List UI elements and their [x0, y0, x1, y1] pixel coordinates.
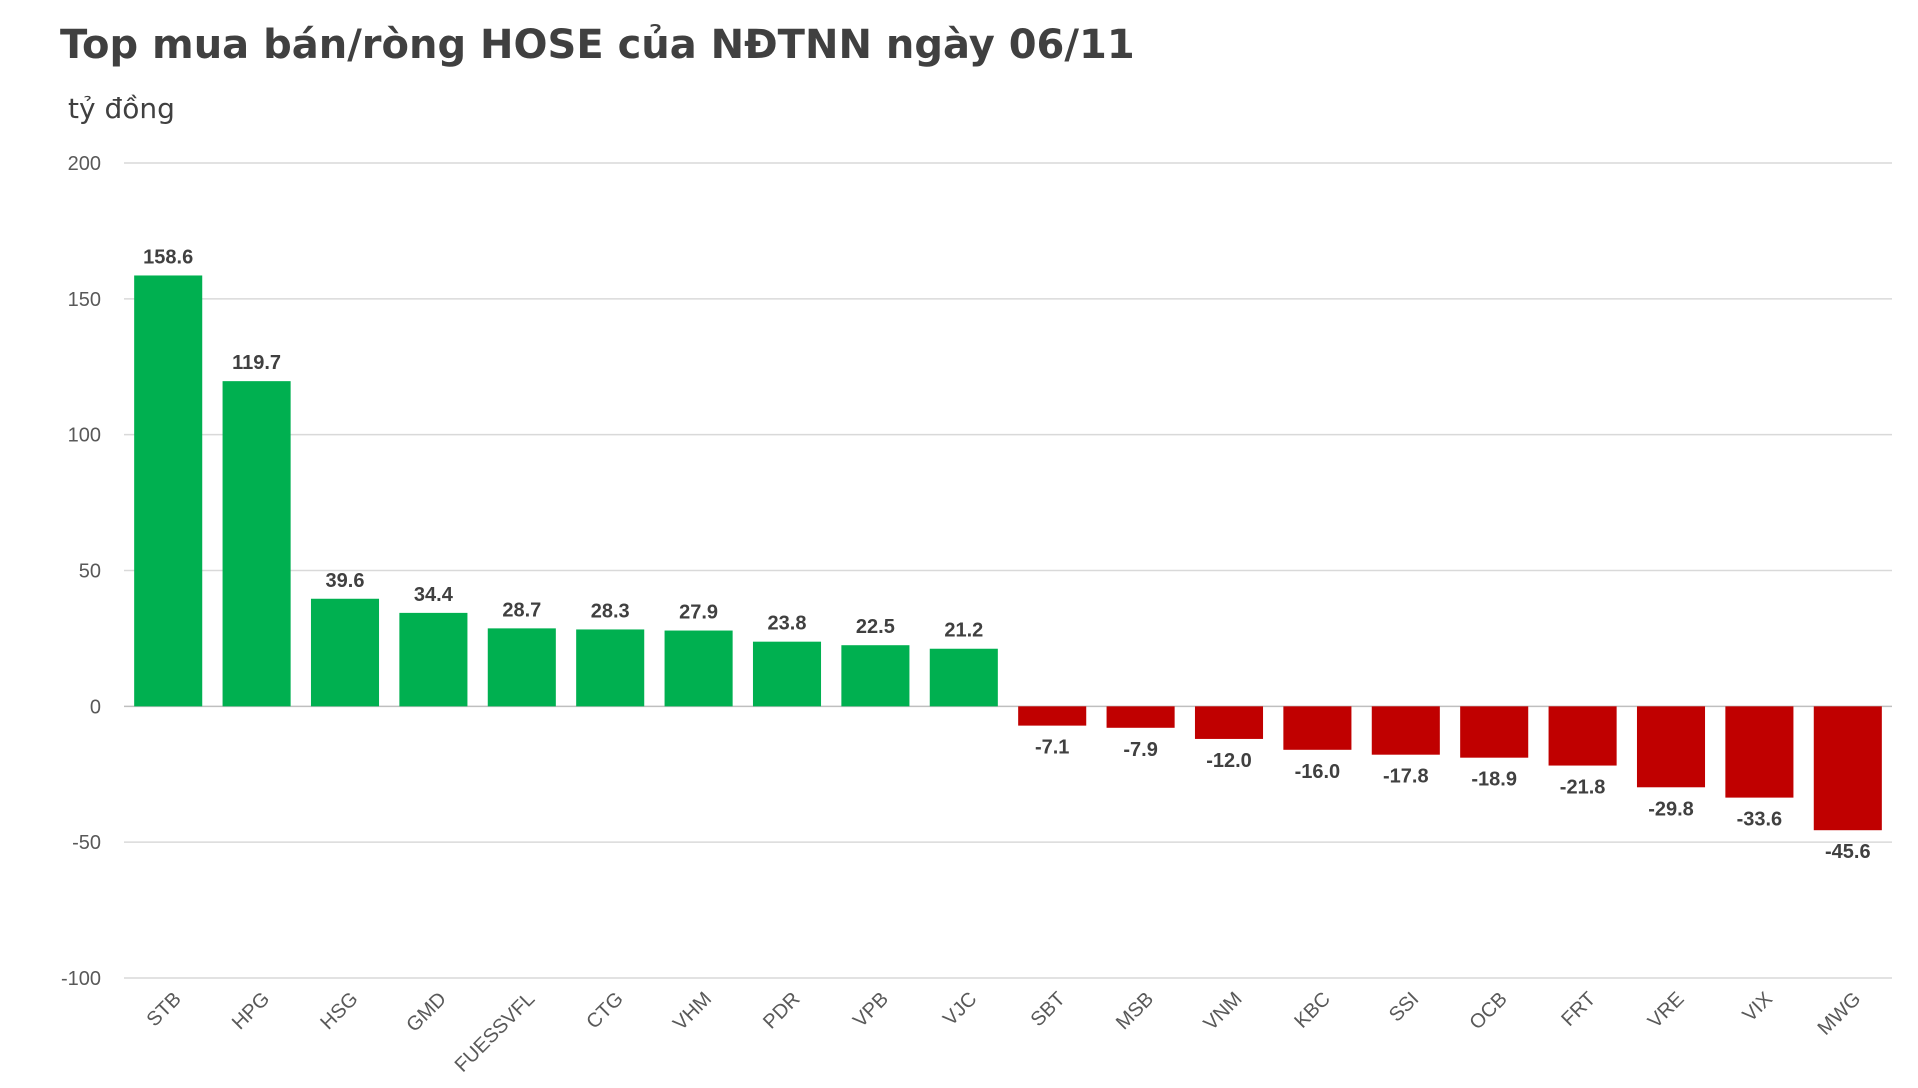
x-tick-label-stb: STB: [143, 988, 186, 1031]
x-tick-label-fuessvfl: FUESSVFL: [451, 988, 540, 1077]
bar-vjc: [929, 648, 998, 707]
bar-hsg: [310, 598, 380, 707]
y-tick-label: 50: [79, 561, 101, 583]
chart-title: Top mua bán/ròng HOSE của NĐTNN ngày 06/…: [60, 22, 1135, 68]
data-label-vpb: 22.5: [856, 616, 895, 638]
bar-vpb: [841, 645, 910, 707]
bar-vnm: [1194, 706, 1264, 739]
data-label-mwg: -45.6: [1825, 841, 1871, 863]
x-tick-label-kbc: KBC: [1290, 988, 1335, 1033]
x-tick-label-sbt: SBT: [1027, 988, 1070, 1031]
bar-vre: [1636, 706, 1706, 788]
x-tick-label-vpb: VPB: [849, 988, 893, 1032]
y-tick-label: 100: [68, 425, 101, 447]
bar-ocb: [1460, 706, 1529, 758]
x-tick-label-vnm: VNM: [1200, 988, 1247, 1035]
data-label-hsg: 39.6: [326, 570, 365, 592]
x-tick-label-hpg: HPG: [228, 988, 274, 1034]
x-tick-label-ctg: CTG: [582, 988, 627, 1033]
bar-vhm: [664, 630, 733, 707]
data-label-ocb: -18.9: [1471, 769, 1517, 791]
x-tick-label-pdr: PDR: [759, 988, 804, 1033]
x-tick-label-frt: FRT: [1557, 988, 1600, 1031]
x-tick-label-vjc: VJC: [939, 988, 981, 1030]
data-label-gmd: 34.4: [414, 584, 454, 606]
x-tick-label-mwg: MWG: [1814, 988, 1866, 1040]
data-label-vjc: 21.2: [944, 620, 983, 642]
bar-stb: [134, 275, 203, 707]
data-label-pdr: 23.8: [768, 613, 807, 635]
x-tick-label-vix: VIX: [1739, 988, 1777, 1026]
bar-kbc: [1283, 706, 1352, 750]
bar-fuessvfl: [487, 628, 556, 707]
bar-mwg: [1813, 706, 1882, 831]
bar-sbt: [1018, 706, 1087, 726]
unit-label: tỷ đồng: [68, 92, 175, 125]
data-label-stb: 158.6: [143, 246, 193, 268]
data-label-frt: -21.8: [1560, 777, 1606, 799]
x-tick-label-ssi: SSI: [1385, 988, 1423, 1026]
bar-hpg: [222, 381, 291, 707]
x-tick-label-hsg: HSG: [316, 988, 362, 1034]
x-tick-label-vhm: VHM: [669, 988, 716, 1035]
y-tick-label: 200: [68, 153, 101, 175]
x-tick-label-vre: VRE: [1644, 988, 1689, 1033]
bar-msb: [1106, 706, 1175, 728]
bar-frt: [1548, 706, 1617, 766]
x-tick-label-ocb: OCB: [1466, 988, 1512, 1034]
x-tick-label-msb: MSB: [1112, 988, 1158, 1034]
data-label-vre: -29.8: [1648, 798, 1694, 820]
bars-layer: [134, 275, 1882, 831]
x-tick-label-gmd: GMD: [402, 988, 451, 1037]
data-label-fuessvfl: 28.7: [502, 599, 541, 621]
y-tick-label: 0: [90, 696, 101, 718]
data-label-vnm: -12.0: [1206, 750, 1252, 772]
data-label-msb: -7.9: [1123, 739, 1157, 761]
data-label-ctg: 28.3: [591, 600, 630, 622]
bar-vix: [1725, 706, 1794, 798]
bar-gmd: [399, 612, 468, 707]
y-tick-label: -50: [72, 832, 101, 854]
data-label-ssi: -17.8: [1383, 766, 1429, 788]
data-label-vhm: 27.9: [679, 602, 718, 624]
data-label-sbt: -7.1: [1035, 737, 1069, 759]
bar-ctg: [576, 629, 645, 707]
bar-ssi: [1371, 706, 1440, 755]
bar-pdr: [752, 641, 822, 707]
data-label-kbc: -16.0: [1295, 761, 1341, 783]
grid-layer: [124, 162, 1892, 979]
data-label-hpg: 119.7: [232, 352, 281, 374]
data-label-vix: -33.6: [1737, 809, 1783, 831]
y-tick-label: -100: [61, 968, 101, 990]
y-tick-label: 150: [68, 289, 101, 311]
